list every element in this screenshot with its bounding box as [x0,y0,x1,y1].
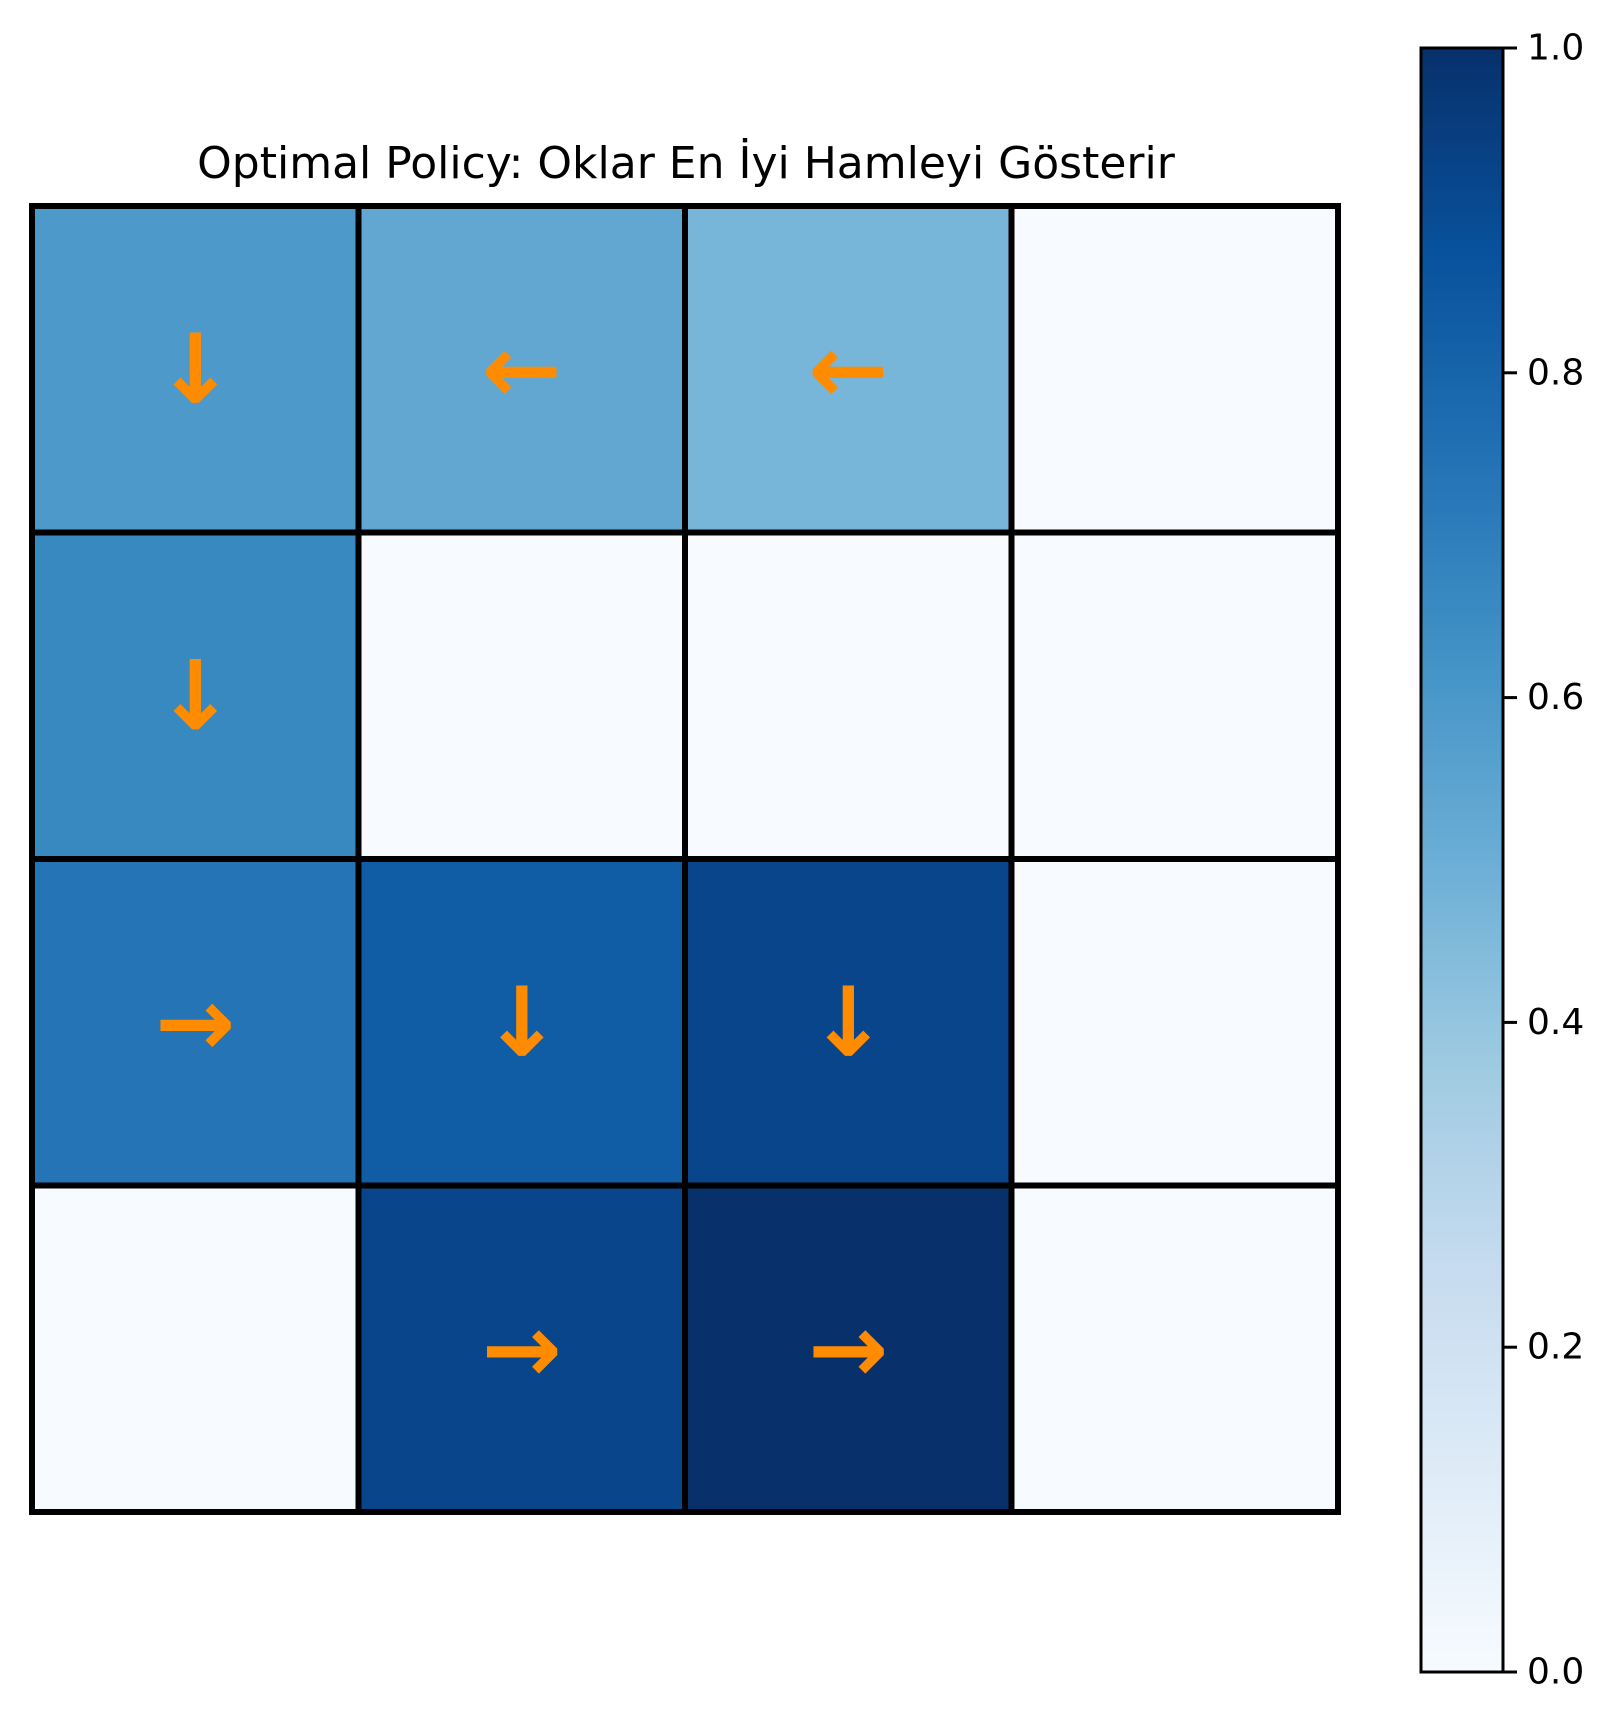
heatmap-cell-r0-c3 [1008,203,1341,536]
colorbar-tick-label: 0.6 [1527,677,1584,718]
colorbar-tick-label: 1.0 [1527,28,1584,69]
policy-arrow-r3-c1: → [482,1293,562,1405]
chart-title: Optimal Policy: Oklar En İyi Hamleyi Gös… [197,137,1176,189]
heatmap-cell-r3-c3 [1008,1182,1341,1515]
colorbar [1419,46,1505,1674]
heatmap-cell-r0-c1 [355,203,688,536]
policy-arrow-r0-c1: ← [482,313,562,425]
heatmap-cell-r1-c1 [355,529,688,862]
policy-arrow-r1-c0: ↓ [155,640,235,752]
policy-arrow-r2-c0: → [155,966,235,1078]
policy-arrow-r0-c2: ← [808,313,888,425]
policy-arrow-r2-c2: ↓ [808,966,888,1078]
policy-arrow-r3-c2: → [808,1293,888,1405]
heatmap-frame [30,204,1340,1514]
policy-arrows: ↓ ← ← ↓ → ↓ ↓ → → [155,313,888,1405]
policy-arrow-r0-c0: ↓ [155,313,235,425]
policy-arrow-r2-c1: ↓ [482,966,562,1078]
colorbar-tick-label: 0.2 [1527,1327,1584,1368]
heatmap-cell-r0-c0 [29,203,362,536]
heatmap-cell-r1-c2 [682,529,1015,862]
heatmap-cell-r3-c0 [29,1182,362,1515]
colorbar-tick-label: 0.0 [1527,1652,1584,1693]
heatmap-cells [29,203,1341,1515]
heatmap-cell-r2-c3 [1008,856,1341,1189]
colorbar-tick-label: 0.8 [1527,352,1584,393]
heatmap-cell-r2-c1 [355,856,688,1189]
colorbar-tick-label: 0.4 [1527,1002,1584,1043]
heatmap-cell-r3-c1 [355,1182,688,1515]
colorbar-ticks: 0.0 0.2 0.4 0.6 0.8 1.0 [1503,28,1584,1693]
heatmap-cell-r1-c3 [1008,529,1341,862]
